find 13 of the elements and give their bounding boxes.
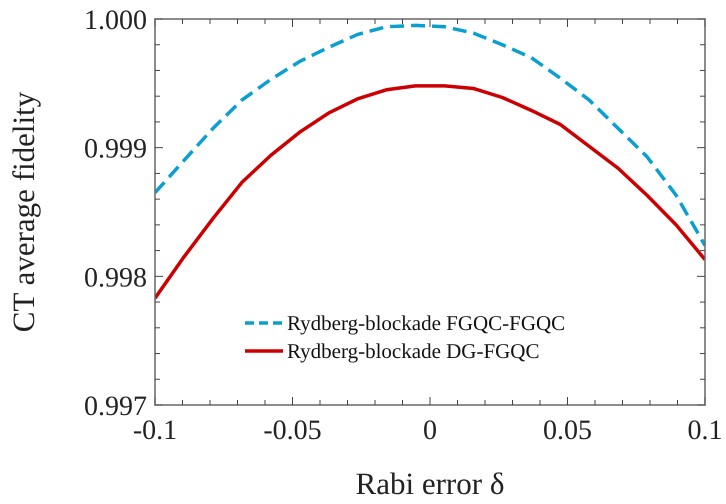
line-series <box>155 24 705 248</box>
legend-label: Rydberg-blockade FGQC-FGQC <box>287 311 566 335</box>
line-series <box>155 84 705 300</box>
y-tick-label: 0.998 <box>84 262 147 294</box>
x-tick-label: 0.1 <box>688 415 722 446</box>
x-tick-label: 0 <box>423 415 437 446</box>
y-axis-title: CT average fidelity <box>6 91 41 332</box>
y-tick-label: 0.999 <box>84 134 147 165</box>
x-tick-label: 0.05 <box>543 415 592 446</box>
y-tick-label: 1.000 <box>84 5 147 36</box>
legend-label: Rydberg-blockade DG-FGQC <box>287 339 540 363</box>
x-tick-label: -0.05 <box>263 415 322 446</box>
x-axis-title: Rabi error δ <box>356 466 504 501</box>
